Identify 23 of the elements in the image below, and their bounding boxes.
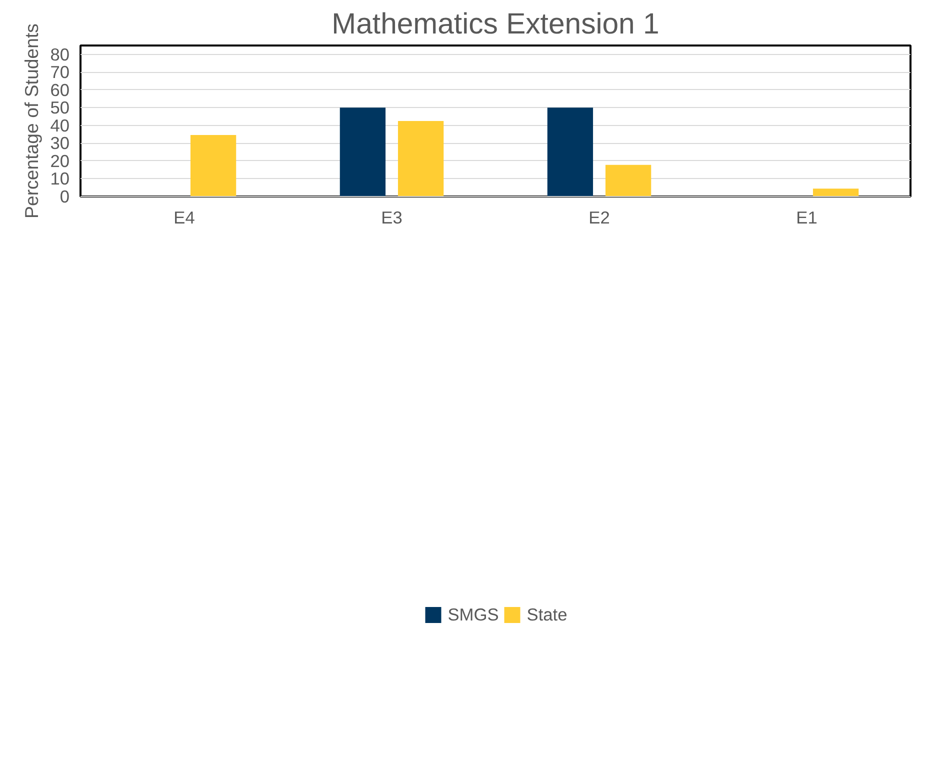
bar (812, 188, 859, 196)
x-tick-label: E2 (588, 208, 610, 228)
y-tick-label: 60 (50, 80, 70, 100)
bar (398, 121, 444, 196)
y-tick-label: 0 (60, 186, 70, 206)
y-tick-label: 10 (50, 168, 70, 189)
x-tick-label: E4 (174, 208, 196, 228)
y-tick-label: 70 (50, 62, 70, 82)
bar (190, 135, 236, 196)
y-tick-label: 30 (50, 133, 70, 154)
y-tick-label: 40 (50, 115, 70, 136)
chart-title: Mathematics Extension 1 (332, 8, 660, 40)
x-tick-label: E1 (796, 208, 818, 228)
bar (340, 108, 386, 196)
y-tick-label: 50 (50, 98, 70, 118)
y-tick-label: 80 (50, 44, 70, 64)
legend-label: SMGS (448, 604, 499, 626)
bar (605, 164, 652, 196)
x-tick-label: E3 (381, 208, 402, 228)
y-tick-label: 20 (50, 150, 70, 171)
bar (547, 108, 594, 196)
y-axis-title: Percentage of Students (21, 23, 42, 218)
legend-label: State (526, 604, 568, 626)
